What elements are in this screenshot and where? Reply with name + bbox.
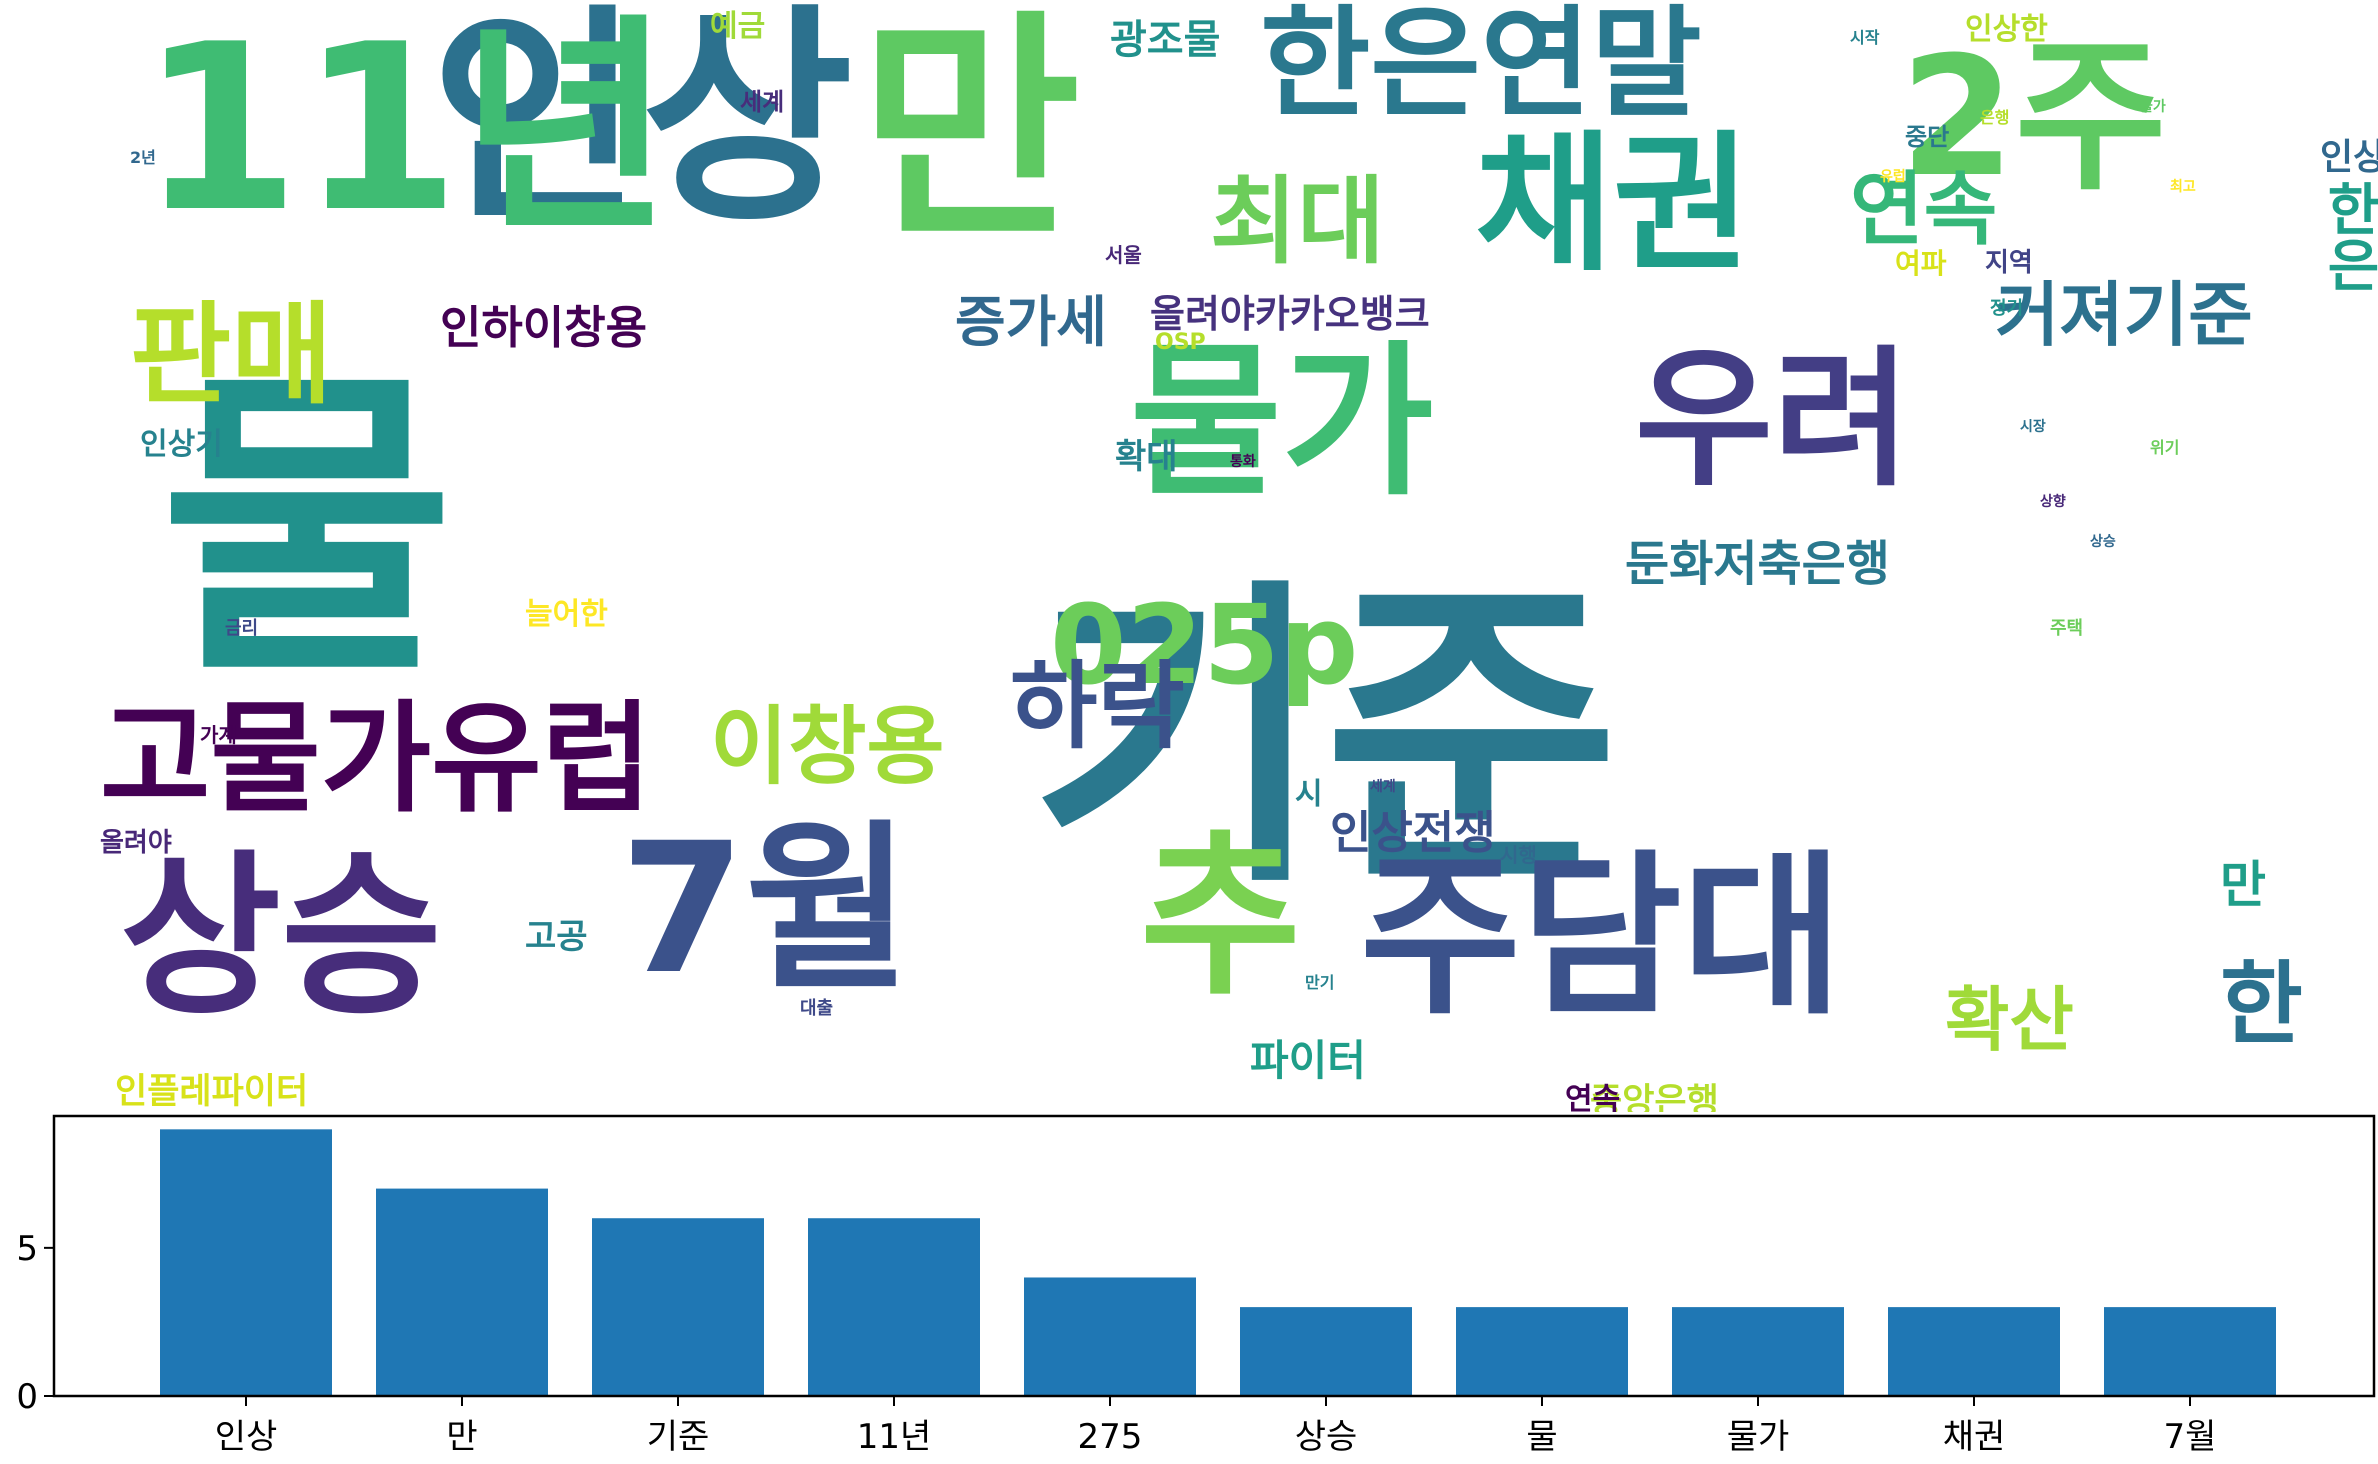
cloud-word: 시행 (1500, 843, 1537, 867)
cloud-word: 인상 (2320, 137, 2378, 178)
cloud-word: 주택 (2050, 618, 2084, 639)
cloud-word: 금리 (225, 618, 259, 639)
cloud-word: 인상기 (140, 427, 223, 462)
cloud-word: 세계 (740, 88, 785, 116)
cloud-word: 인상한 (1965, 12, 2048, 47)
y-tick-label: 0 (16, 1377, 38, 1417)
bar (1672, 1307, 1844, 1396)
cloud-word: 커져기준 (1995, 274, 2253, 356)
cloud-word: 7월 (620, 805, 911, 1014)
cloud-word: 인플레파이터 (115, 1072, 309, 1112)
cloud-word: 인상 (430, 0, 854, 253)
cloud-word: 만 (860, 0, 1081, 270)
word-cloud: 인상 11년 만 물 기준 물가 채권 한은연말 2주 우려 상승 7월 추 주담대 고물가유럽 025p 판매… (100, 0, 2378, 1113)
cloud-word: 한 (2220, 952, 2303, 1057)
cloud-word: 2년 (130, 148, 156, 167)
cloud-word: 하락 (1010, 652, 1185, 762)
cloud-word: 세계 (1370, 779, 1396, 795)
cloud-word: 예금 (710, 9, 766, 44)
cloud-word: 상승 (120, 836, 442, 1039)
cloud-word: 정기 (1990, 298, 2024, 319)
cloud-word: 11년 (140, 0, 672, 263)
cloud-word: 여파 (1895, 247, 1947, 280)
bar (592, 1218, 764, 1396)
cloud-word: 광조물 (1110, 17, 1221, 63)
cloud-word: 유럽 (1880, 169, 1906, 185)
x-tick-label: 만 (446, 1417, 477, 1457)
cloud-word: 상향 (2040, 494, 2066, 510)
cloud-word: 주담대 (1360, 836, 1843, 1039)
cloud-word: 025p (1050, 581, 1359, 709)
cloud-word: 증가세 (955, 290, 1107, 354)
cloud-word: 판매 (130, 291, 333, 419)
cloud-word: 올려야 (100, 828, 172, 858)
cloud-word: 한은연말 (1260, 0, 1702, 134)
bar (1456, 1307, 1628, 1396)
y-tick-label: 5 (16, 1229, 38, 1269)
bar (808, 1218, 980, 1396)
x-tick-label: 기준 (647, 1417, 710, 1457)
cloud-word: 고물가유럽 (100, 690, 652, 829)
cloud-word: 2주 (1900, 21, 2167, 213)
x-tick-label: 상승 (1295, 1417, 1358, 1457)
cloud-word: 늘어한 (525, 597, 608, 632)
cloud-word: 시 (1295, 777, 1323, 812)
cloud-word: 중앙은행 (1590, 1082, 1719, 1113)
cloud-word: 확산 (1945, 979, 2074, 1061)
cloud-word: 한은 (2316, 180, 2378, 292)
bar-chart: 인상 만 기준 11년 275 상승 물 물가 채권 7월 0 5 (16, 1114, 2376, 1457)
cloud-word: 파이터 (1250, 1036, 1366, 1085)
x-tick-label: 275 (1078, 1417, 1143, 1457)
bar (376, 1188, 548, 1396)
cloud-word: 위기 (2150, 438, 2180, 457)
cloud-word: 가계 (200, 723, 237, 747)
cloud-word: 최고 (2170, 179, 2196, 195)
cloud-word: 연속 (1565, 1082, 1621, 1113)
cloud-word: 올려야카카오뱅크 (1150, 292, 1430, 336)
cloud-word: 지역 (1985, 248, 2033, 278)
cloud-word: 최대 (1210, 167, 1385, 277)
bar (1024, 1277, 1196, 1396)
cloud-word: 물 (160, 344, 455, 716)
x-tick-label: 7월 (2164, 1417, 2217, 1457)
cloud-word: 상승 (2090, 534, 2116, 550)
cloud-word: 대출 (800, 998, 834, 1019)
x-tick-label: 물가 (1727, 1417, 1790, 1457)
cloud-word: 둔화저축은행 (1625, 536, 1890, 592)
cloud-word: 이창용 (710, 698, 945, 797)
cloud-word: 은행 (1980, 108, 2010, 127)
cloud-word: 연속 (1850, 163, 1998, 256)
cloud-word: 만 (2220, 856, 2266, 914)
cloud-word: 추 (1140, 816, 1301, 1019)
cloud-word: 기준 (1030, 554, 1619, 926)
bar (1240, 1307, 1412, 1396)
cloud-word: 채권 (1475, 118, 1752, 292)
cloud-word: 통화 (1230, 454, 1256, 470)
x-tick-label: 물 (1526, 1417, 1557, 1457)
x-tick-label: 채권 (1943, 1417, 2006, 1457)
x-tick-label: 11년 (857, 1417, 932, 1457)
cloud-word: 시작 (1850, 28, 1880, 47)
bar (160, 1129, 332, 1396)
cloud-word: 인상전쟁 (1330, 806, 1496, 859)
bar (1888, 1307, 2060, 1396)
plot-frame (52, 1114, 2376, 1398)
bar (2104, 1307, 2276, 1396)
cloud-word: OSP (1155, 330, 1206, 355)
cloud-word: 서울 (1105, 243, 1142, 267)
cloud-word: 만기 (1305, 973, 1335, 992)
x-tick-label: 인상 (215, 1417, 278, 1457)
cloud-word: 중단 (1905, 123, 1950, 151)
cloud-word: 인하이창용 (440, 301, 648, 354)
cloud-word: 물가 (1130, 326, 1434, 518)
cloud-word: 우려 (1635, 333, 1912, 507)
cloud-word: 확대 (1115, 437, 1178, 477)
cloud-word: 시장 (2020, 419, 2046, 435)
cloud-word: 물가 (2140, 99, 2166, 115)
cloud-word: 고공 (525, 917, 588, 957)
